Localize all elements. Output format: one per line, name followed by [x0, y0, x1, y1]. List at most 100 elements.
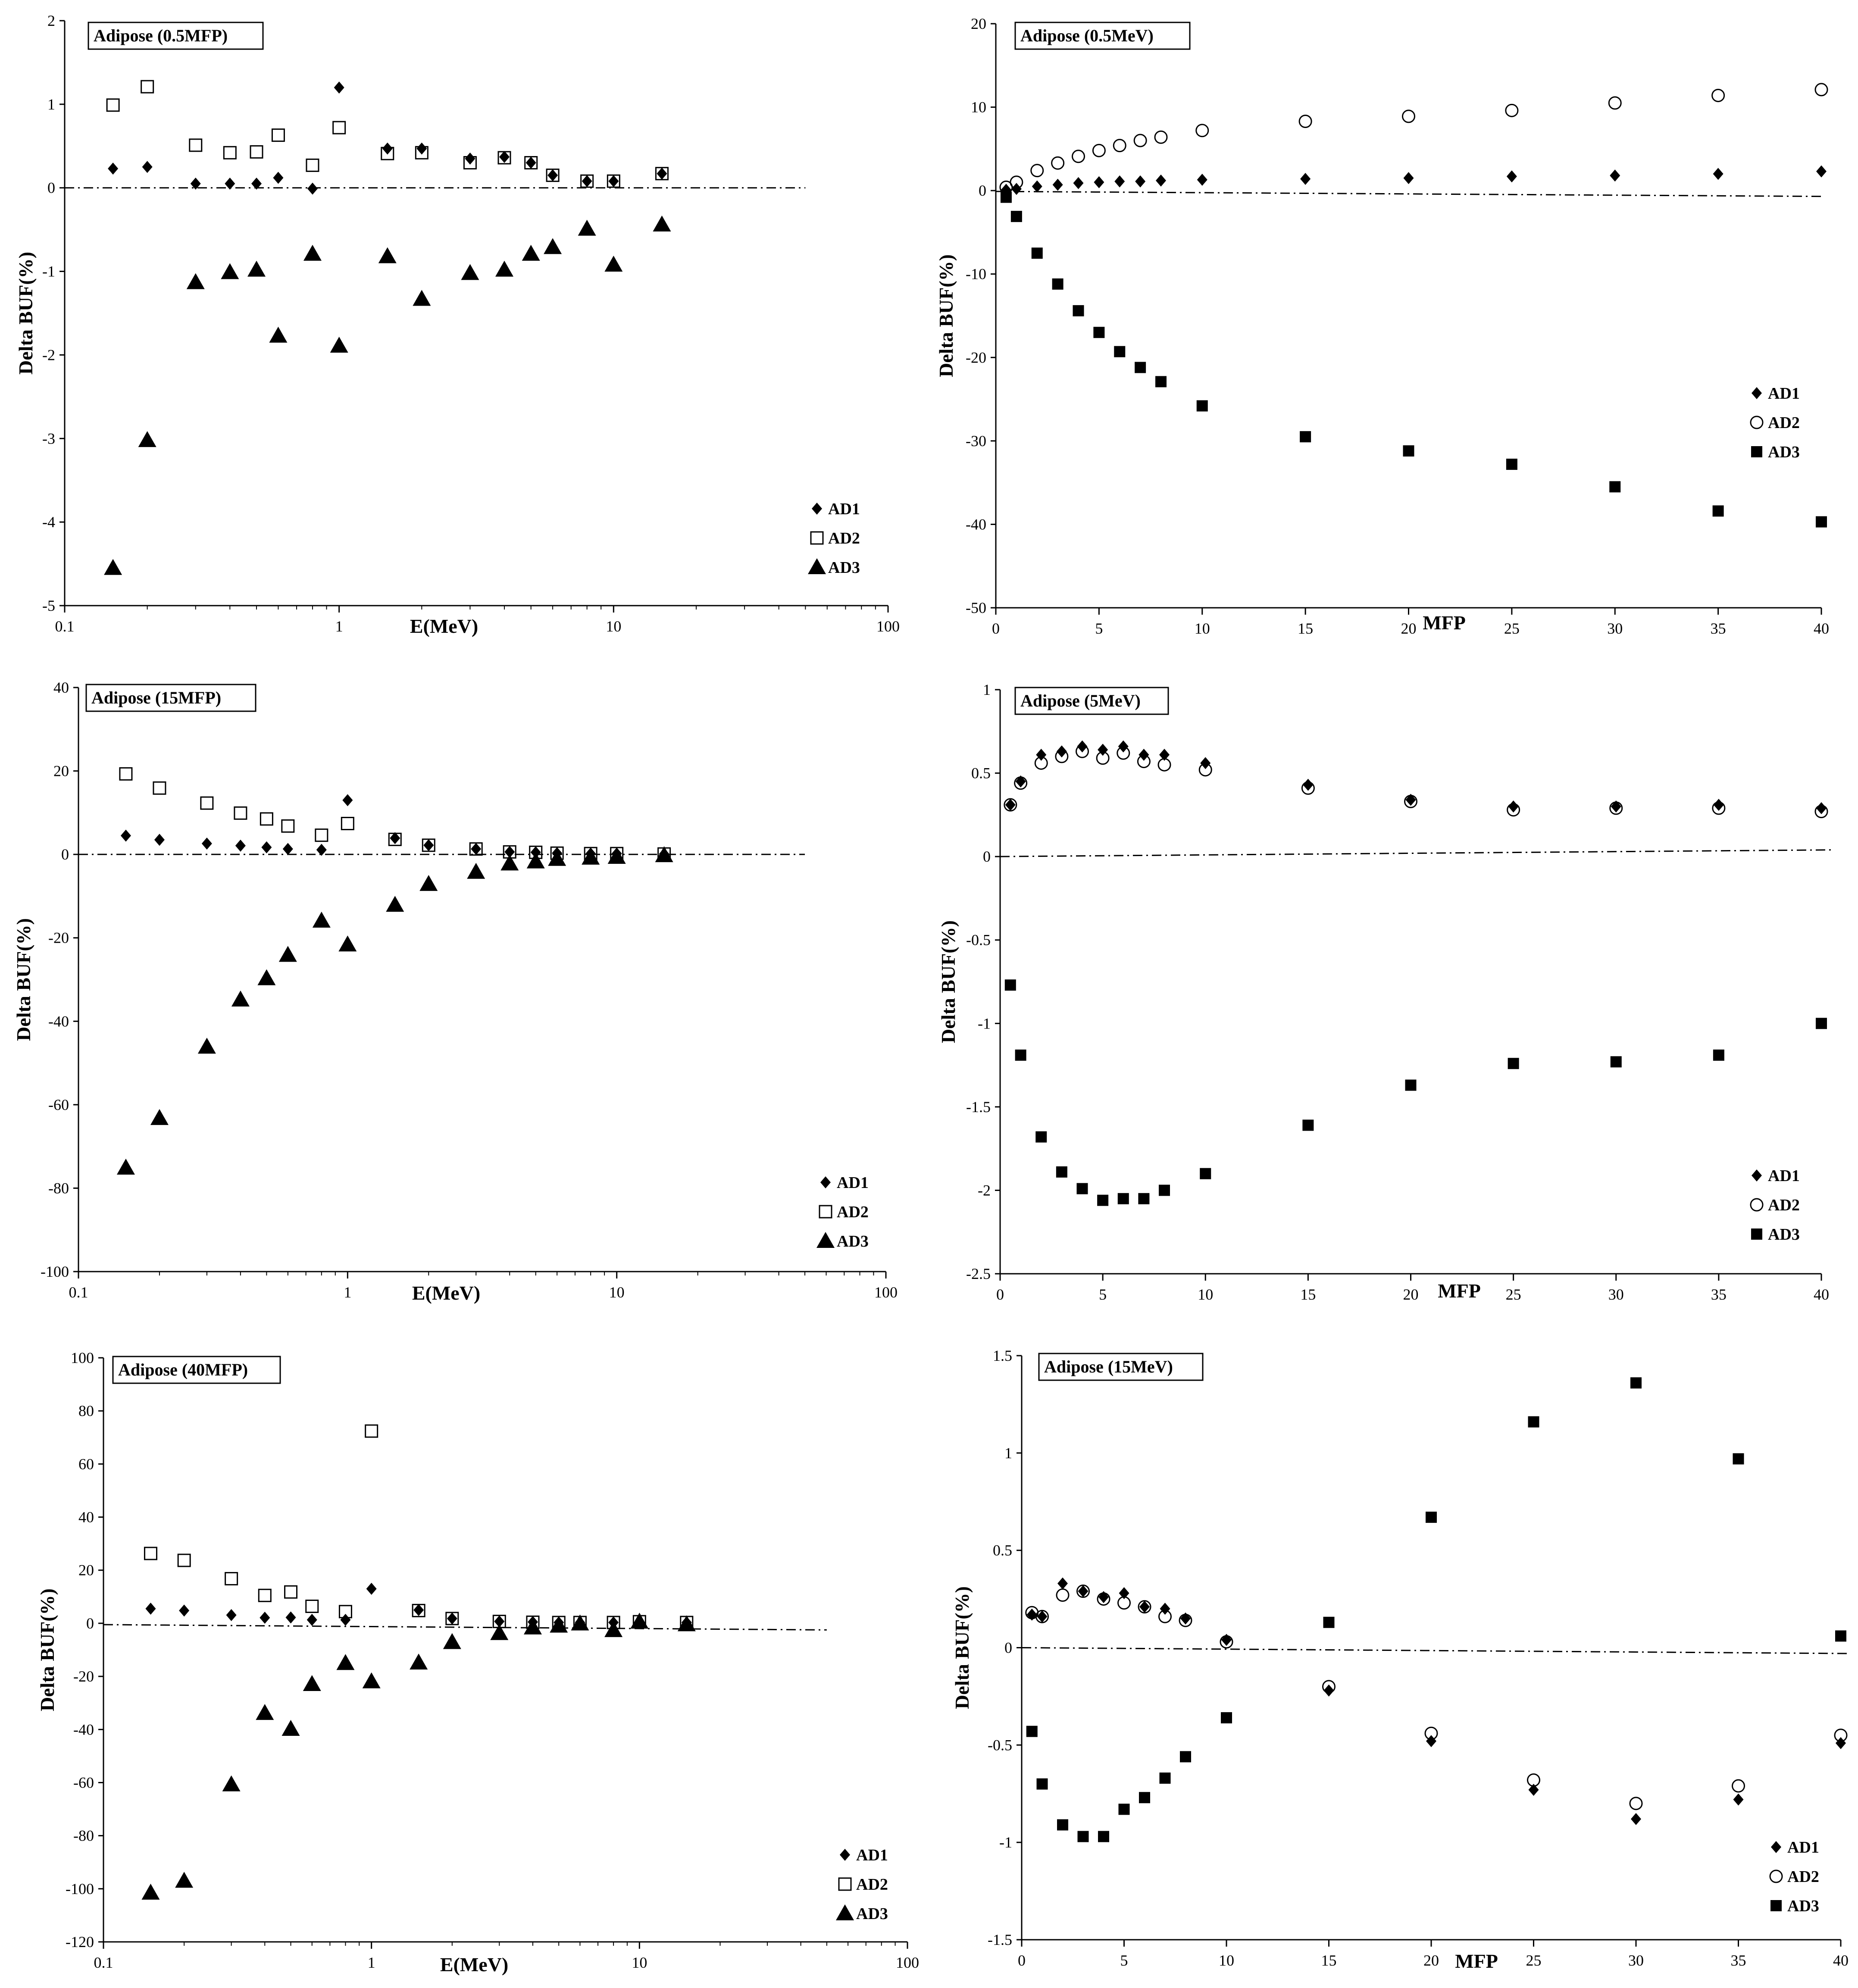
x-axis-label: E(MeV): [412, 1282, 480, 1304]
legend-marker-ad2: [838, 1877, 852, 1891]
x-tick-label: 10: [1198, 1286, 1213, 1303]
y-tick-label: 100: [71, 1349, 94, 1366]
ad1-point: [494, 1615, 505, 1628]
ad2-point: [1072, 150, 1085, 163]
legend-label-ad2: AD2: [856, 1875, 888, 1894]
ad2-point: [1076, 1585, 1090, 1598]
ad1-point: [145, 1603, 156, 1615]
ad1-point: [530, 846, 541, 859]
ad2-point: [1195, 124, 1209, 138]
legend-label-ad3: AD3: [1768, 1225, 1800, 1244]
ad1-point: [1631, 1813, 1641, 1825]
legend-label-ad2: AD2: [1768, 1196, 1800, 1214]
ad1-point: [1816, 802, 1827, 814]
ad2-point: [1298, 114, 1312, 128]
ad3-point: [1056, 1166, 1067, 1178]
ad2-point: [1035, 1610, 1049, 1623]
y-tick-label: -1.5: [966, 1098, 991, 1116]
x-tick-label: 0.1: [55, 618, 75, 635]
x-tick-label: 10: [606, 618, 621, 635]
ad2-point: [1097, 1592, 1110, 1606]
ad3-point: [282, 1720, 300, 1736]
ad3-point: [1135, 362, 1146, 373]
ad3-point: [278, 946, 297, 962]
ad1-point: [471, 843, 482, 855]
ad1-point: [282, 843, 293, 855]
ad1-point: [261, 841, 272, 853]
ad2-point: [524, 156, 538, 170]
ad3-point: [1114, 346, 1126, 357]
ad3-point: [1036, 1778, 1048, 1790]
ad3-point: [1035, 1131, 1047, 1143]
ad3-point: [1221, 1712, 1232, 1724]
y-tick-label: 0: [47, 179, 55, 197]
ad3-point: [336, 1654, 355, 1670]
ad3-point: [150, 1109, 169, 1125]
ad2-point: [338, 1605, 352, 1619]
y-tick-label: 20: [971, 15, 986, 32]
reference-line: [995, 191, 1824, 197]
y-tick-label: 1: [983, 681, 991, 698]
ad1-point: [390, 832, 400, 844]
ad2-point: [1096, 751, 1110, 765]
chart-title-box: [1014, 687, 1169, 715]
x-tick-label: 10: [609, 1284, 625, 1301]
ad2-point: [607, 174, 620, 188]
ad3-point: [604, 1621, 623, 1637]
ad1-point: [1403, 172, 1414, 184]
ad1-point: [582, 175, 592, 188]
ad3-point: [1405, 1079, 1417, 1091]
x-tick-label: 40: [1814, 620, 1829, 637]
ad2-point: [1402, 109, 1415, 123]
ad2-point: [381, 147, 394, 160]
ad2-point: [1154, 130, 1168, 144]
ad2-point: [141, 80, 154, 94]
ad3-point: [630, 1613, 649, 1629]
y-tick-label: 0.5: [993, 1542, 1012, 1559]
x-tick-label: 40: [1833, 1952, 1849, 1969]
ad1-point: [1135, 175, 1146, 188]
ad3-point: [1052, 278, 1064, 290]
ad2-point: [497, 151, 511, 165]
ad2-point: [153, 781, 166, 795]
ad3-point: [362, 1672, 381, 1688]
ad1-point: [142, 161, 153, 173]
ad1-point: [1037, 1610, 1048, 1623]
legend-marker-ad2: [810, 531, 824, 545]
ad3-point: [1835, 1630, 1846, 1642]
legend-marker-ad3: [1751, 1228, 1762, 1240]
x-tick-label: 30: [1608, 1286, 1624, 1303]
ad2-point: [1030, 164, 1044, 178]
y-tick-label: -60: [48, 1096, 69, 1113]
ad3-point: [1093, 327, 1105, 338]
ad2-point: [463, 156, 477, 170]
y-tick-label: 0: [1004, 1639, 1012, 1657]
ad1-point: [340, 1613, 351, 1626]
ad3-point: [571, 1614, 589, 1631]
ad2-point: [1137, 754, 1151, 768]
ad1-point: [547, 169, 558, 181]
chart-title-box: [1038, 1353, 1204, 1381]
ad2-point: [365, 1424, 378, 1438]
ad2-point: [1158, 1610, 1172, 1623]
ad3-point: [1426, 1511, 1437, 1523]
ad3-point: [1403, 445, 1414, 457]
ad1-point: [1073, 177, 1084, 189]
ad3-point: [221, 263, 239, 279]
ad1-point: [1303, 778, 1314, 791]
x-tick-label: 25: [1506, 1286, 1521, 1303]
chart-title: Adipose (0.5MeV): [1020, 26, 1154, 45]
ad1-point: [1057, 1577, 1068, 1590]
ad3-point: [256, 1704, 274, 1720]
ad3-point: [677, 1615, 696, 1632]
ad3-point: [1816, 1018, 1827, 1029]
ad3-point: [1609, 481, 1621, 493]
ad1-point: [307, 1613, 317, 1626]
legend-label-ad3: AD3: [1787, 1897, 1819, 1915]
ad2-point: [281, 819, 295, 833]
y-tick-label: 0: [61, 846, 69, 863]
ad1-point: [1611, 800, 1621, 813]
ad1-point: [499, 150, 510, 163]
ad1-point: [1506, 170, 1517, 183]
